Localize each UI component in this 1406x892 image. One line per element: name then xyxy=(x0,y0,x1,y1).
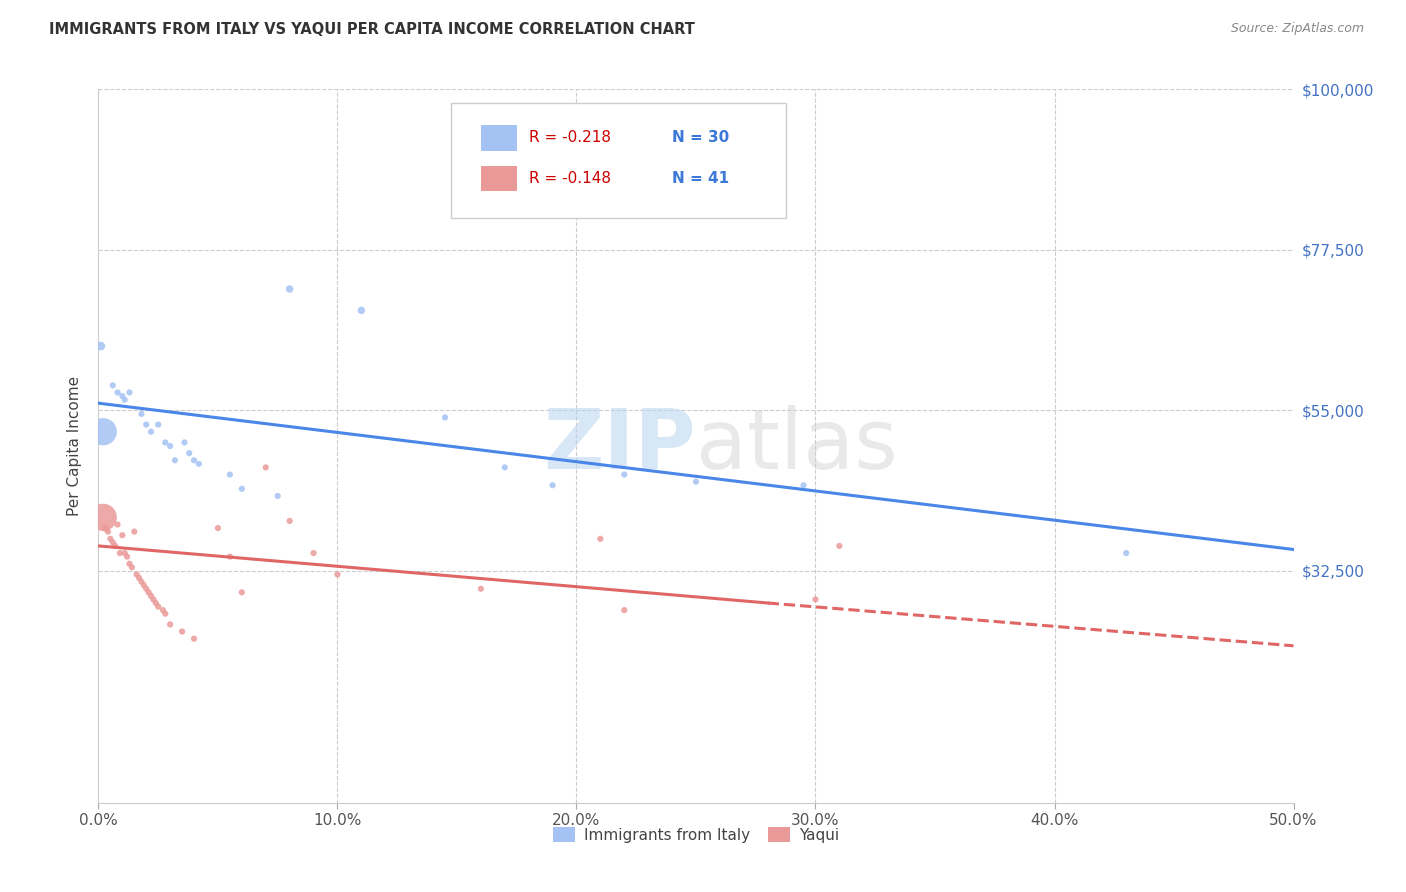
Point xyxy=(91,510,114,524)
Point xyxy=(219,467,242,482)
Point xyxy=(132,578,155,592)
Point xyxy=(163,453,186,467)
Point xyxy=(173,435,195,450)
Point xyxy=(131,407,153,421)
Point xyxy=(114,546,136,560)
Point xyxy=(107,385,129,400)
Point xyxy=(183,632,205,646)
Point xyxy=(148,417,170,432)
Point xyxy=(124,524,146,539)
Text: Source: ZipAtlas.com: Source: ZipAtlas.com xyxy=(1230,22,1364,36)
Point xyxy=(159,617,181,632)
Point xyxy=(159,439,181,453)
Point xyxy=(148,599,170,614)
Point xyxy=(97,524,120,539)
Point xyxy=(179,446,201,460)
Point xyxy=(139,589,162,603)
Point xyxy=(98,532,122,546)
Point xyxy=(613,603,636,617)
Point xyxy=(104,539,127,553)
Point xyxy=(804,592,827,607)
Text: R = -0.148: R = -0.148 xyxy=(529,171,610,186)
Point xyxy=(142,592,165,607)
Text: ZIP: ZIP xyxy=(544,406,696,486)
Point xyxy=(128,571,150,585)
Point xyxy=(1115,546,1137,560)
Point xyxy=(152,603,174,617)
Point xyxy=(135,582,157,596)
Point xyxy=(114,392,136,407)
Point xyxy=(278,514,301,528)
Point xyxy=(187,457,209,471)
Point xyxy=(108,546,131,560)
Point xyxy=(90,339,112,353)
Point xyxy=(101,378,124,392)
Point xyxy=(111,528,134,542)
Point xyxy=(541,478,564,492)
Point xyxy=(118,385,141,400)
Point xyxy=(231,482,253,496)
FancyBboxPatch shape xyxy=(451,103,786,218)
Legend: Immigrants from Italy, Yaqui: Immigrants from Italy, Yaqui xyxy=(547,821,845,848)
Point xyxy=(254,460,277,475)
Text: atlas: atlas xyxy=(696,406,897,486)
Text: N = 41: N = 41 xyxy=(672,171,730,186)
Point xyxy=(94,521,117,535)
Point xyxy=(219,549,242,564)
Text: IMMIGRANTS FROM ITALY VS YAQUI PER CAPITA INCOME CORRELATION CHART: IMMIGRANTS FROM ITALY VS YAQUI PER CAPIT… xyxy=(49,22,695,37)
FancyBboxPatch shape xyxy=(481,125,517,151)
Point xyxy=(135,417,157,432)
Point xyxy=(139,425,162,439)
FancyBboxPatch shape xyxy=(481,166,517,191)
Point xyxy=(828,539,851,553)
Point xyxy=(101,535,124,549)
Point xyxy=(434,410,457,425)
Point xyxy=(267,489,290,503)
Point xyxy=(302,546,325,560)
Y-axis label: Per Capita Income: Per Capita Income xyxy=(67,376,83,516)
Text: N = 30: N = 30 xyxy=(672,130,730,145)
Point xyxy=(470,582,492,596)
Point xyxy=(207,521,229,535)
Point xyxy=(118,557,141,571)
Point xyxy=(231,585,253,599)
Text: R = -0.218: R = -0.218 xyxy=(529,130,610,145)
Point xyxy=(125,567,148,582)
Point xyxy=(115,549,138,564)
Point xyxy=(111,389,134,403)
Point xyxy=(793,478,815,492)
Point xyxy=(494,460,516,475)
Point xyxy=(121,560,143,574)
Point xyxy=(685,475,707,489)
Point xyxy=(155,435,177,450)
Point xyxy=(91,425,114,439)
Point xyxy=(613,467,636,482)
Point xyxy=(107,517,129,532)
Point xyxy=(155,607,177,621)
Point xyxy=(183,453,205,467)
Point xyxy=(278,282,301,296)
Point xyxy=(131,574,153,589)
Point xyxy=(172,624,194,639)
Point xyxy=(138,585,160,599)
Point xyxy=(589,532,612,546)
Point xyxy=(145,596,167,610)
Point xyxy=(326,567,349,582)
Point xyxy=(350,303,373,318)
